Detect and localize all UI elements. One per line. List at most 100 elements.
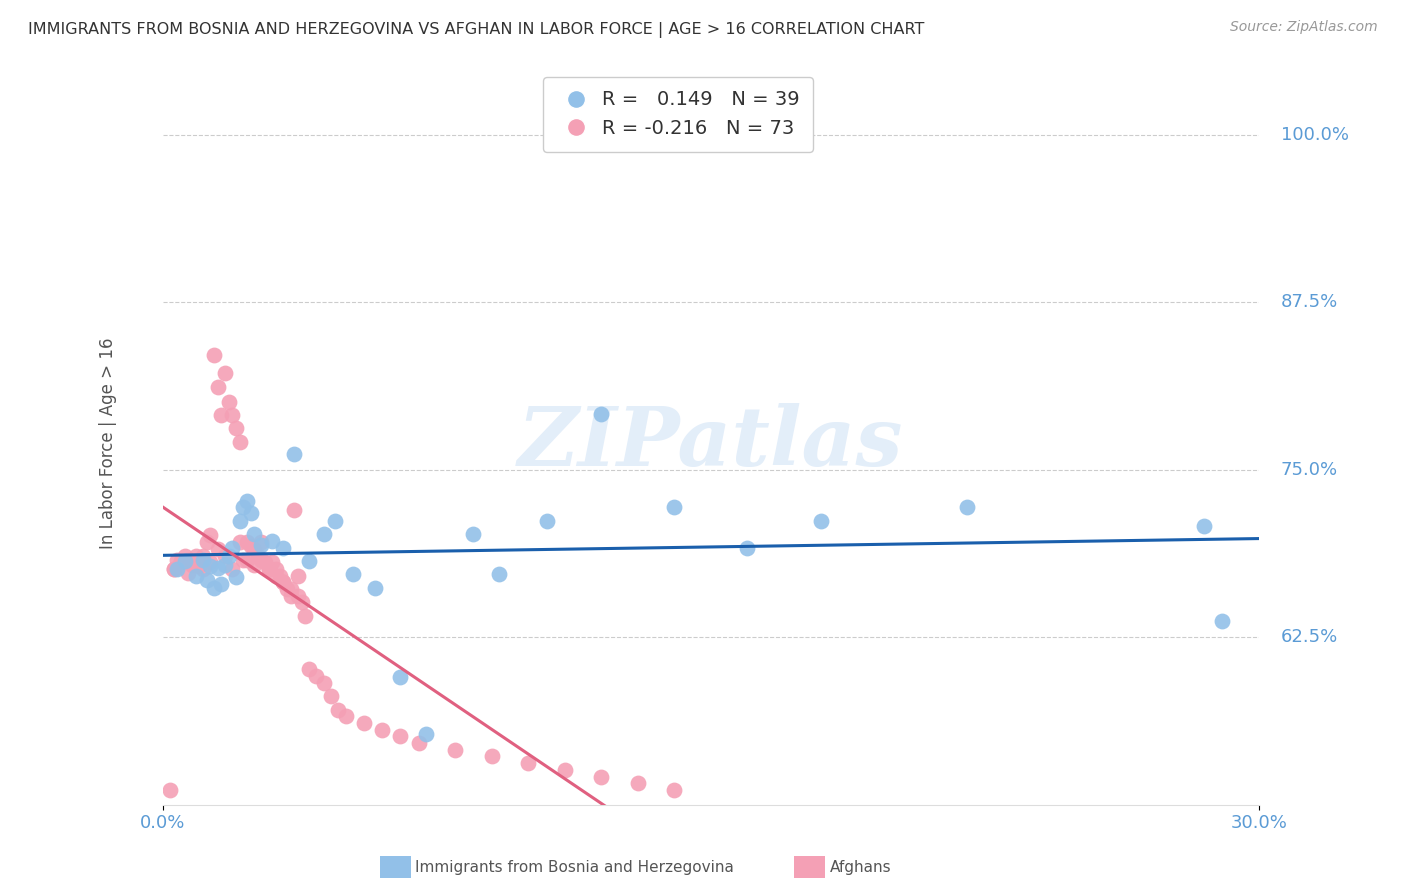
Text: 62.5%: 62.5% (1281, 628, 1339, 647)
Text: IMMIGRANTS FROM BOSNIA AND HERZEGOVINA VS AFGHAN IN LABOR FORCE | AGE > 16 CORRE: IMMIGRANTS FROM BOSNIA AND HERZEGOVINA V… (28, 22, 925, 38)
Text: 87.5%: 87.5% (1281, 293, 1339, 311)
Point (262, 555, 284, 569)
Point (481, 749, 503, 764)
Point (415, 727, 437, 741)
Point (184, 568, 207, 582)
Text: 75.0%: 75.0% (1281, 461, 1339, 479)
Point (517, 756, 540, 771)
Point (221, 562, 243, 576)
Point (283, 503, 305, 517)
Point (956, 500, 979, 515)
Point (207, 560, 229, 574)
Point (276, 582, 298, 596)
Point (221, 541, 243, 555)
Point (207, 380, 229, 394)
Text: 100.0%: 100.0% (1281, 126, 1348, 144)
Point (173, 549, 195, 563)
Point (298, 554, 321, 568)
Point (200, 559, 222, 574)
Point (170, 554, 193, 568)
Point (280, 582, 302, 596)
Point (184, 555, 207, 569)
Point (257, 562, 280, 576)
Point (287, 568, 309, 582)
Point (225, 570, 247, 584)
Point (280, 589, 302, 603)
Point (287, 589, 309, 603)
Point (191, 549, 214, 563)
Point (236, 535, 259, 549)
Point (228, 535, 250, 549)
Point (737, 541, 759, 555)
Point (214, 558, 236, 572)
Point (353, 716, 375, 731)
Point (342, 567, 364, 582)
Point (209, 576, 232, 591)
Point (232, 500, 254, 515)
Point (664, 783, 686, 797)
Legend: R =   0.149   N = 39, R = -0.216   N = 73: R = 0.149 N = 39, R = -0.216 N = 73 (543, 77, 813, 152)
Text: Afghans: Afghans (830, 860, 891, 874)
Point (283, 447, 305, 461)
Point (273, 541, 295, 555)
Point (257, 562, 280, 576)
Point (250, 535, 273, 549)
Point (184, 549, 207, 563)
Point (264, 568, 287, 582)
Point (389, 730, 412, 744)
Point (243, 558, 266, 572)
Point (664, 500, 686, 515)
Point (305, 669, 328, 683)
Point (250, 552, 273, 566)
Point (554, 763, 576, 777)
Point (225, 421, 247, 435)
Point (291, 595, 314, 609)
Point (214, 367, 236, 381)
Point (200, 555, 222, 569)
Point (177, 566, 200, 580)
Point (177, 552, 200, 566)
Point (262, 533, 284, 548)
Point (323, 514, 346, 528)
Point (159, 783, 181, 797)
Point (312, 675, 335, 690)
Point (200, 528, 222, 542)
Point (232, 552, 254, 566)
Point (239, 539, 262, 553)
Point (228, 434, 250, 449)
Point (239, 506, 262, 520)
Point (207, 541, 229, 556)
Point (328, 703, 350, 717)
Point (181, 558, 204, 572)
Point (1192, 519, 1215, 533)
Point (228, 514, 250, 528)
Point (163, 562, 186, 576)
Point (364, 581, 387, 595)
Point (246, 549, 269, 563)
Point (236, 552, 259, 566)
Point (214, 549, 236, 563)
Point (298, 662, 321, 676)
Text: Immigrants from Bosnia and Herzegovina: Immigrants from Bosnia and Herzegovina (415, 860, 734, 874)
Point (218, 394, 240, 409)
Point (389, 670, 412, 684)
Point (627, 776, 650, 790)
Point (191, 552, 214, 566)
Point (170, 555, 193, 569)
Point (444, 743, 467, 757)
Point (591, 407, 613, 421)
Point (408, 736, 430, 750)
Point (166, 562, 188, 576)
Point (202, 581, 225, 595)
Point (1211, 614, 1233, 628)
Point (195, 573, 218, 587)
Point (273, 575, 295, 590)
Point (218, 549, 240, 563)
Point (163, 562, 186, 576)
Point (335, 709, 357, 723)
Point (243, 527, 266, 541)
Point (195, 535, 218, 549)
Point (254, 555, 277, 569)
Point (188, 559, 211, 574)
Point (273, 575, 295, 590)
